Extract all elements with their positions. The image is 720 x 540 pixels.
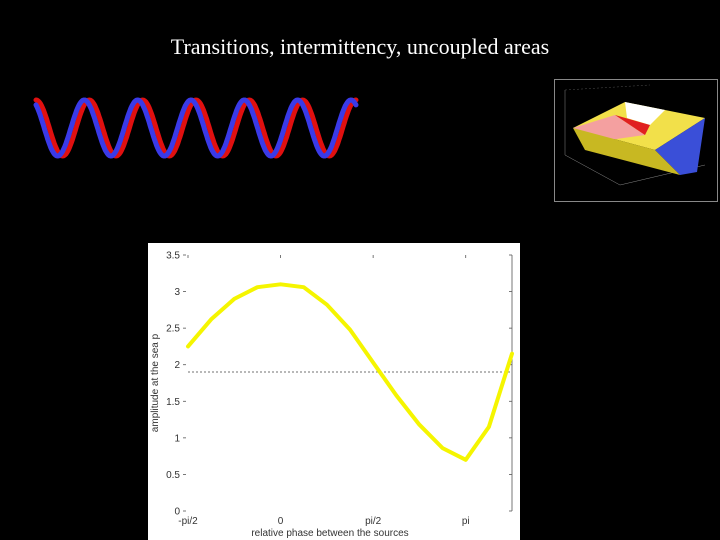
amplitude-curve — [186, 282, 514, 462]
plot-panel: 0 0.5 1 1.5 2 2.5 3 3.5 -pi/2 0 pi/2 pi relative p… — [148, 243, 520, 540]
y-tick-label: 3 — [174, 287, 180, 298]
x-ticks: -pi/2 0 pi/2 pi — [178, 255, 470, 527]
3d-surface-thumbnail — [554, 79, 718, 202]
y-tick-label: 2.5 — [166, 324, 180, 335]
thumb-surface-red — [615, 115, 650, 135]
y-tick-label: 0 — [174, 507, 180, 518]
y-tick-label: 2 — [174, 360, 180, 371]
3d-surface-plot-icon — [555, 80, 717, 201]
interfering-waves-illustration — [33, 97, 359, 159]
waves-group — [33, 97, 359, 159]
y-axis-title: amplitude at the sea p — [150, 333, 161, 432]
y-tick-label: 1 — [174, 433, 180, 444]
x-axis-title: relative phase between the sources — [251, 528, 408, 539]
y-tick-label: 0.5 — [166, 470, 180, 481]
y-ticks: 0 0.5 1 1.5 2 2.5 3 3.5 — [166, 251, 512, 518]
chart-background — [148, 243, 520, 540]
x-tick-label: 0 — [278, 516, 284, 527]
x-tick-label: -pi/2 — [178, 516, 198, 527]
x-tick-label: pi — [462, 516, 470, 527]
wave-line-red — [33, 97, 359, 159]
y-tick-label: 1.5 — [166, 397, 180, 408]
slide-title: Transitions, intermittency, uncoupled ar… — [170, 34, 550, 59]
phase-amplitude-chart: 00.511.522.533.5 -pi/2 0 pi/2 pi relative p… — [148, 243, 520, 540]
y-tick-label: 3.5 — [166, 251, 180, 262]
x-tick-label: pi/2 — [365, 516, 382, 527]
thumb-surface-shadow — [573, 128, 680, 175]
thumb-surface-white — [625, 102, 665, 125]
wave-line-blue — [33, 97, 359, 159]
thumb-surface-blue — [655, 118, 705, 175]
thumb-axis — [564, 154, 621, 186]
